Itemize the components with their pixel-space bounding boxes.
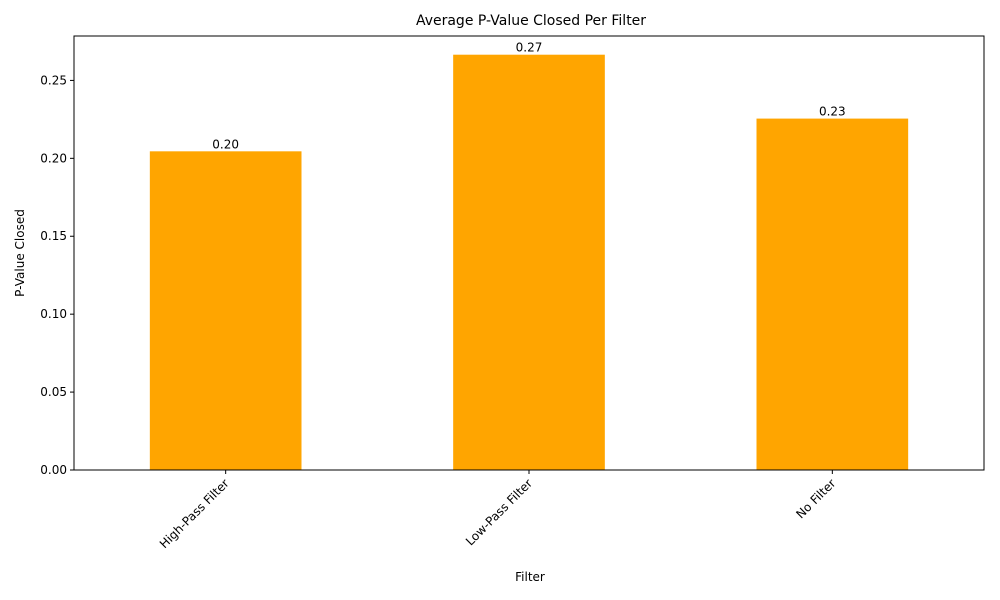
bar-value-label: 0.23	[819, 105, 846, 119]
bars-group	[149, 54, 909, 470]
bar-value-labels: 0.20 0.27 0.23	[212, 41, 845, 152]
x-tick-label: Low-Pass Filter	[463, 476, 535, 548]
y-tick-label: 0.05	[40, 385, 67, 399]
bar-value-label: 0.27	[516, 41, 543, 55]
y-tick-label: 0.15	[40, 229, 67, 243]
y-tick-label: 0.20	[40, 151, 67, 165]
x-axis-ticks: High-Pass Filter Low-Pass Filter No Filter	[157, 470, 838, 551]
plot-frame	[73, 35, 985, 471]
x-tick-label: High-Pass Filter	[157, 476, 232, 551]
y-axis-ticks: 0.00 0.05 0.10 0.15 0.20 0.25	[40, 73, 74, 477]
bar	[149, 151, 302, 470]
bar	[453, 54, 605, 470]
x-axis-label: Filter	[515, 570, 545, 584]
y-tick-label: 0.00	[40, 463, 67, 477]
bar	[756, 118, 909, 470]
y-tick-label: 0.10	[40, 307, 67, 321]
chart-title: Average P-Value Closed Per Filter	[416, 13, 646, 29]
y-tick-label: 0.25	[40, 73, 67, 87]
x-tick-label: No Filter	[793, 476, 838, 521]
bar-value-label: 0.20	[212, 137, 239, 151]
y-axis-label: P-Value Closed	[13, 209, 27, 297]
